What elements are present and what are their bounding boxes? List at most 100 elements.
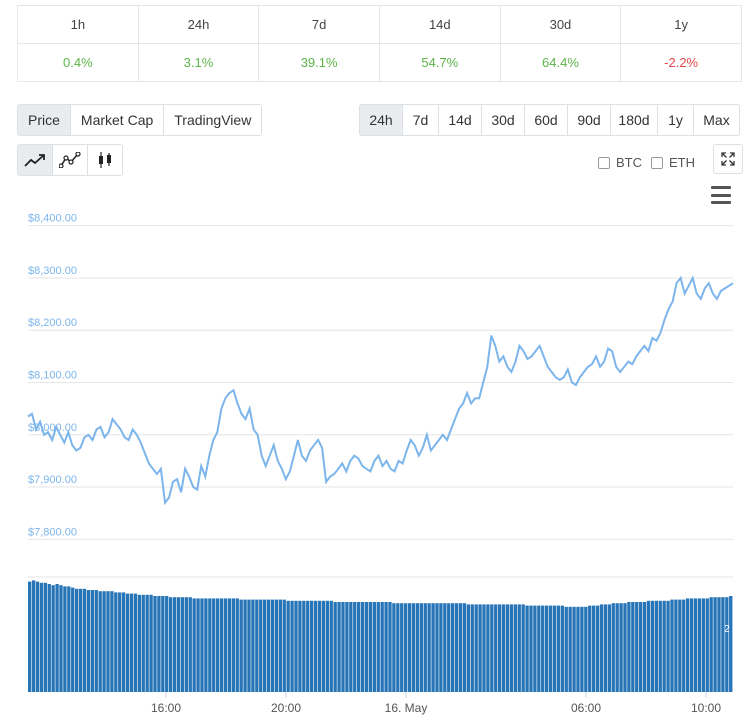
volume-bar (709, 597, 713, 692)
volume-bar (501, 604, 506, 692)
x-tick-label: 06:00 (571, 701, 601, 715)
volume-bar (310, 600, 314, 692)
range-max[interactable]: Max (694, 105, 739, 135)
volume-bar (43, 582, 47, 692)
btc-label: BTC (616, 155, 642, 170)
volume-bar (498, 604, 502, 692)
volume-bar (384, 602, 388, 692)
compare-eth[interactable]: ETH (651, 155, 695, 170)
chart-menu-button[interactable] (711, 186, 731, 204)
volume-bar (337, 602, 341, 692)
volume-bar (31, 580, 36, 692)
volume-bar (603, 604, 608, 692)
volume-bar (462, 603, 467, 692)
volume-bar (243, 599, 247, 692)
volume-bar (82, 588, 87, 692)
range-180d[interactable]: 180d (611, 105, 658, 135)
tab-market-cap[interactable]: Market Cap (70, 105, 165, 135)
range-7d[interactable]: 7d (403, 105, 439, 135)
volume-bar (654, 600, 658, 692)
volume-bar (529, 605, 533, 692)
volume-bar (572, 606, 576, 692)
volume-bar (611, 603, 615, 692)
volume-bar (584, 606, 588, 692)
volume-bar (505, 604, 510, 692)
volume-bar (255, 599, 259, 692)
volume-bar (454, 603, 459, 692)
volume-bar (517, 604, 521, 692)
volume-bar (689, 598, 694, 692)
volume-bar (595, 605, 600, 692)
volume-bar (400, 603, 404, 692)
perf-value-30d: 64.4% (499, 43, 622, 82)
volume-bar (35, 581, 40, 692)
volume-bar (161, 596, 165, 692)
volume-bar (39, 582, 44, 692)
volume-bar (639, 602, 643, 692)
line-chart-icon[interactable] (18, 145, 53, 175)
volume-bar (705, 598, 709, 692)
volume-bar (474, 604, 478, 692)
volume-bar (165, 596, 169, 692)
volume-bar (623, 603, 627, 692)
volume-bar (59, 585, 63, 692)
volume-bar (713, 597, 717, 692)
volume-bar (360, 602, 365, 692)
perf-header-14d: 14d (378, 5, 501, 44)
y-axis-labels: $8,400.00$8,300.00$8,200.00$8,100.00$8,0… (28, 213, 77, 539)
volume-bar (196, 598, 200, 692)
volume-bar (122, 592, 126, 692)
range-24h[interactable]: 24h (360, 105, 403, 135)
volume-bar (306, 600, 310, 692)
tab-price[interactable]: Price (18, 105, 71, 135)
chart-type-tabs: Price Market Cap TradingView (17, 104, 263, 136)
volume-bar (247, 599, 251, 692)
range-30d[interactable]: 30d (482, 105, 525, 135)
volume-bar (90, 590, 94, 692)
volume-bar (729, 596, 733, 692)
volume-bar (188, 597, 192, 692)
volume-bar (282, 599, 286, 692)
volume-bar (364, 602, 369, 692)
volume-bar (172, 597, 177, 692)
volume-bar (133, 593, 138, 692)
volume-bar (686, 598, 690, 692)
price-chart[interactable]: $8,400.00$8,300.00$8,200.00$8,100.00$8,0… (0, 210, 752, 720)
volume-bar (75, 588, 79, 692)
volume-bar (106, 591, 110, 692)
y-tick-label: $8,400.00 (28, 213, 77, 225)
volume-bar (216, 598, 220, 692)
tab-tradingview[interactable]: TradingView (164, 105, 262, 135)
volume-bar (666, 600, 670, 692)
volume-bar (560, 605, 564, 692)
btc-checkbox[interactable] (598, 156, 610, 169)
x-tick-label: 16. May (385, 701, 428, 715)
volume-bar (55, 584, 59, 692)
volume-bar (114, 592, 118, 692)
volume-bar (404, 603, 408, 692)
volume-bar (137, 594, 141, 692)
price-line (27, 275, 734, 506)
volume-bar (545, 605, 549, 692)
range-90d[interactable]: 90d (568, 105, 611, 135)
volume-bar (631, 602, 635, 692)
volume-bar (176, 597, 181, 692)
range-14d[interactable]: 14d (439, 105, 482, 135)
volume-bar (627, 602, 631, 692)
eth-checkbox[interactable] (651, 156, 663, 169)
candlestick-icon[interactable] (88, 145, 122, 175)
volume-bar (548, 605, 553, 692)
volume-bar (678, 599, 682, 692)
volume-bar (259, 599, 263, 692)
y-tick-label: $8,200.00 (28, 317, 77, 329)
range-60d[interactable]: 60d (525, 105, 568, 135)
point-line-chart-icon[interactable] (53, 145, 88, 175)
time-range-tabs: 24h 7d 14d 30d 60d 90d 180d 1y Max (359, 104, 740, 136)
volume-bar (537, 605, 541, 692)
volume-bar (509, 604, 514, 692)
volume-bar (204, 598, 208, 692)
compare-btc[interactable]: BTC (598, 155, 642, 170)
range-1y[interactable]: 1y (658, 105, 694, 135)
volume-bar (490, 604, 494, 692)
fullscreen-button[interactable] (713, 144, 743, 174)
